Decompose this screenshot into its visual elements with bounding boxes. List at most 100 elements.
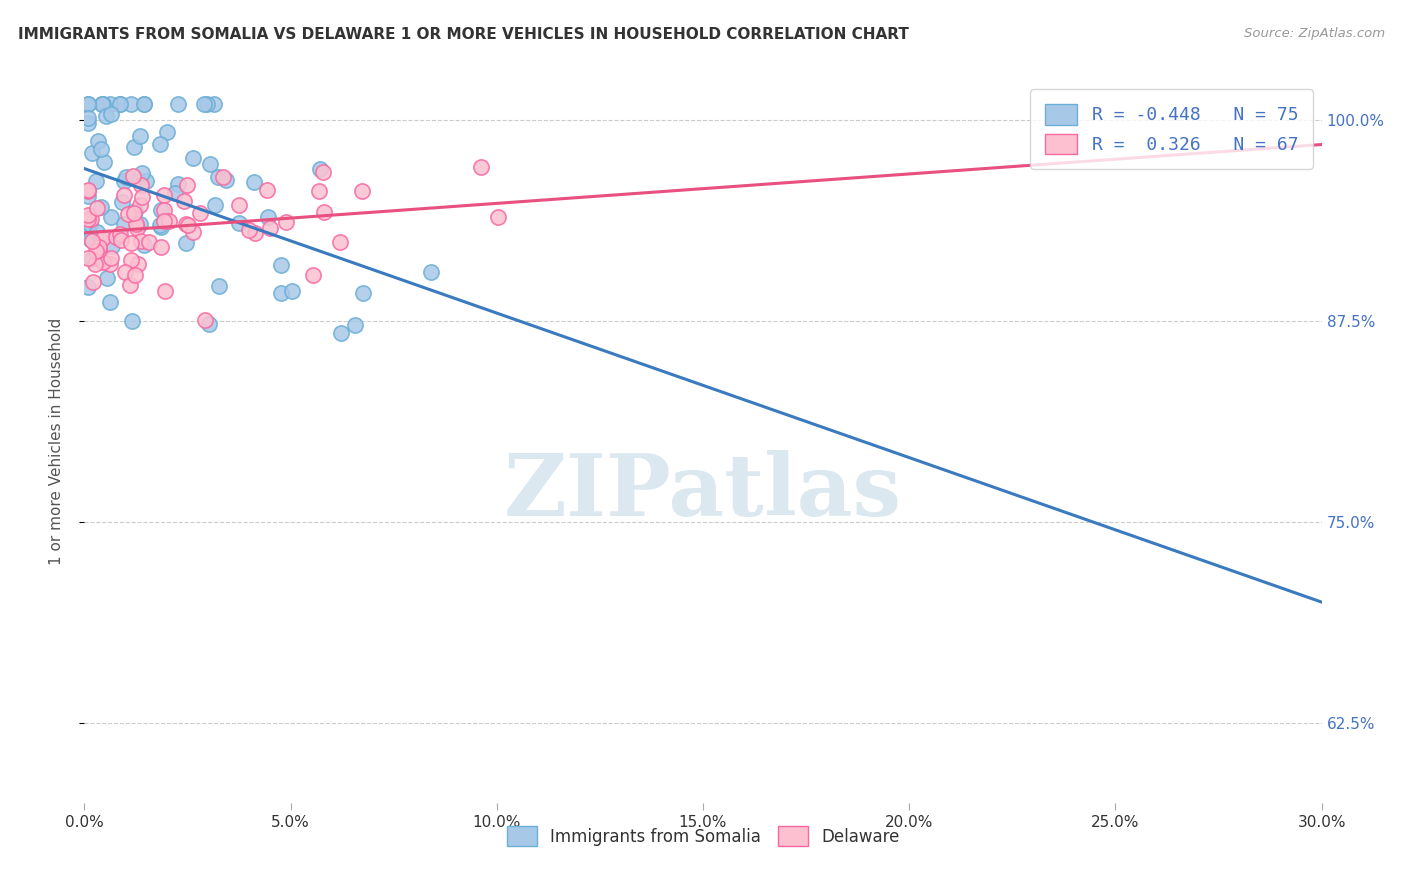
Point: [152, 188, 174, 202]
Point: [194, 313, 217, 327]
Point: [183, 151, 205, 165]
Point: [312, 165, 335, 179]
Point: [90, 200, 112, 214]
Point: [129, 198, 152, 212]
Point: [274, 215, 297, 229]
Point: [173, 194, 195, 209]
Point: [350, 184, 373, 198]
Point: [176, 218, 198, 232]
Point: [91, 255, 114, 269]
Point: [90, 142, 112, 156]
Point: [211, 169, 233, 184]
Point: [256, 210, 278, 224]
Point: [87, 135, 110, 149]
Point: [238, 222, 260, 236]
Point: [101, 239, 124, 253]
Point: [84, 244, 107, 259]
Point: [82, 234, 104, 248]
Point: [112, 173, 135, 187]
Point: [110, 227, 132, 242]
Point: [149, 240, 172, 254]
Point: [89, 240, 111, 254]
Point: [77, 184, 100, 198]
Point: [256, 183, 278, 197]
Point: [89, 252, 111, 267]
Point: [117, 207, 139, 221]
Point: [86, 226, 108, 240]
Point: [112, 188, 135, 202]
Point: [114, 265, 136, 279]
Point: [215, 173, 238, 187]
Point: [165, 186, 187, 200]
Point: [77, 279, 100, 293]
Point: [132, 97, 155, 112]
Point: [90, 233, 112, 247]
Point: [129, 178, 152, 193]
Point: [120, 252, 142, 267]
Point: [120, 236, 142, 251]
Point: [100, 210, 122, 224]
Point: [148, 219, 170, 233]
Point: [312, 205, 335, 219]
Point: [91, 97, 114, 112]
Point: [156, 125, 179, 139]
Point: [128, 129, 150, 144]
Text: IMMIGRANTS FROM SOMALIA VS DELAWARE 1 OR MORE VEHICLES IN HOUSEHOLD CORRELATION : IMMIGRANTS FROM SOMALIA VS DELAWARE 1 OR…: [18, 27, 910, 42]
Point: [486, 210, 509, 224]
Point: [134, 238, 156, 252]
Point: [243, 227, 266, 241]
Point: [153, 213, 176, 227]
Point: [152, 203, 174, 218]
Point: [228, 198, 250, 212]
Point: [77, 189, 100, 203]
Point: [104, 229, 127, 244]
Point: [77, 97, 100, 112]
Point: [80, 230, 103, 244]
Point: [243, 175, 266, 189]
Point: [98, 295, 121, 310]
Point: [176, 235, 198, 250]
Point: [77, 183, 100, 197]
Point: [120, 97, 142, 112]
Point: [128, 218, 150, 232]
Point: [122, 169, 145, 183]
Point: [127, 257, 149, 271]
Point: [100, 106, 122, 120]
Point: [208, 279, 231, 293]
Point: [198, 317, 221, 331]
Point: [80, 145, 103, 160]
Point: [77, 225, 100, 239]
Point: [108, 97, 131, 112]
Point: [84, 174, 107, 188]
Legend: Immigrants from Somalia, Delaware: Immigrants from Somalia, Delaware: [501, 820, 905, 852]
Point: [181, 225, 204, 239]
Point: [135, 174, 157, 188]
Point: [174, 218, 197, 232]
Point: [125, 218, 148, 232]
Point: [82, 275, 104, 289]
Point: [270, 286, 292, 301]
Point: [131, 166, 153, 180]
Point: [108, 97, 131, 112]
Point: [91, 97, 114, 112]
Point: [190, 206, 212, 220]
Point: [195, 97, 218, 112]
Point: [86, 201, 108, 215]
Point: [132, 97, 155, 112]
Point: [308, 161, 330, 176]
Point: [94, 109, 117, 123]
Point: [329, 235, 352, 249]
Point: [204, 197, 226, 211]
Point: [100, 252, 122, 266]
Point: [193, 97, 215, 112]
Point: [329, 326, 352, 340]
Point: [124, 204, 146, 219]
Point: [344, 318, 367, 332]
Text: Source: ZipAtlas.com: Source: ZipAtlas.com: [1244, 27, 1385, 40]
Point: [352, 286, 374, 301]
Point: [122, 205, 145, 219]
Point: [111, 195, 134, 210]
Point: [84, 256, 107, 270]
Point: [112, 217, 135, 231]
Point: [89, 244, 111, 258]
